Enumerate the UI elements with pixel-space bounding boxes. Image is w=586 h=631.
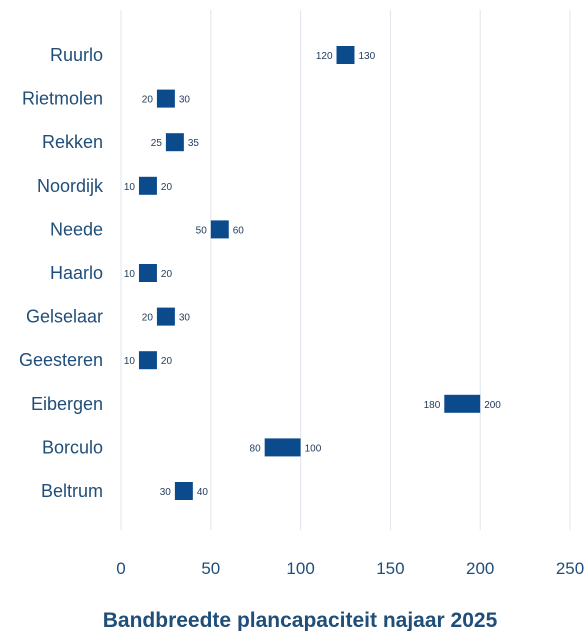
data-label-high: 130 [358, 51, 375, 62]
category-label: Geesteren [19, 350, 103, 370]
data-label-low: 30 [160, 487, 172, 498]
data-label-high: 35 [188, 138, 200, 149]
category-label: Borculo [42, 437, 103, 457]
x-axis-ticks: 0 50 100 150 200 250 [116, 559, 584, 578]
category-label: Rietmolen [22, 89, 103, 109]
range-bar [156, 307, 175, 326]
data-label-high: 100 [305, 443, 322, 454]
range-bar [336, 46, 355, 64]
data-label-high: 60 [233, 225, 245, 236]
data-label-high: 40 [197, 487, 209, 498]
category-label: Beltrum [41, 481, 103, 501]
x-tick-label: 50 [201, 559, 220, 578]
range-bar [138, 264, 157, 282]
data-label-low: 20 [142, 313, 154, 324]
x-tick-label: 100 [286, 559, 314, 578]
range-bar [156, 89, 175, 108]
category-label: Haarlo [50, 263, 103, 283]
x-tick-label: 150 [376, 559, 404, 578]
category-label: Rekken [42, 132, 103, 152]
range-bar [264, 438, 301, 457]
data-label-low: 50 [196, 225, 208, 236]
range-bar [210, 220, 229, 239]
gridlines [120, 10, 571, 530]
data-label-high: 20 [161, 269, 173, 280]
category-label: Gelselaar [26, 307, 103, 327]
data-label-low: 10 [124, 269, 136, 280]
data-label-high: 20 [161, 182, 173, 193]
range-bar [138, 351, 157, 370]
data-label-low: 20 [142, 95, 154, 106]
chart-title: Bandbreedte plancapaciteit najaar 2025 [103, 609, 498, 631]
range-bar [165, 133, 184, 152]
x-tick-label: 0 [116, 559, 125, 578]
data-label-low: 120 [316, 51, 333, 62]
category-label: Eibergen [31, 394, 103, 414]
bars: 120 130 20 30 25 35 10 20 50 60 10 20 20 30 10 20 180 200… [124, 46, 501, 500]
category-label: Neede [50, 219, 103, 239]
data-label-low: 10 [124, 182, 136, 193]
category-label: Ruurlo [50, 45, 103, 65]
range-bar [444, 394, 481, 413]
data-label-high: 30 [179, 313, 191, 324]
range-bar [138, 176, 157, 195]
data-label-low: 80 [250, 443, 262, 454]
x-tick-label: 250 [556, 559, 584, 578]
range-bar [174, 482, 193, 500]
data-label-high: 200 [484, 400, 501, 411]
data-label-low: 180 [424, 400, 441, 411]
data-label-high: 30 [179, 95, 191, 106]
category-labels: Ruurlo Rietmolen Rekken Noordijk Neede Haarlo… [19, 45, 104, 501]
data-label-low: 10 [124, 356, 136, 367]
data-label-low: 25 [151, 138, 163, 149]
category-label: Noordijk [37, 176, 104, 196]
data-label-high: 20 [161, 356, 173, 367]
x-tick-label: 200 [466, 559, 494, 578]
